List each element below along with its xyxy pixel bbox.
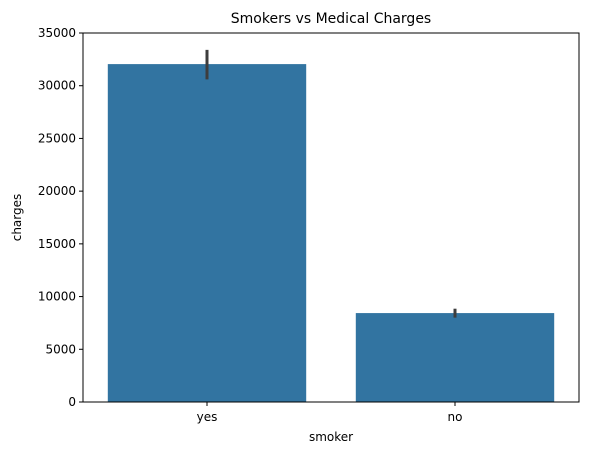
plot-frame [82, 32, 580, 403]
y-tick-label: 30000 [38, 79, 76, 93]
y-axis-ticks: 0 5000 10000 15000 20000 25000 30000 35000 [38, 26, 83, 409]
y-tick-label: 15000 [38, 237, 76, 251]
x-tick-label: no [448, 410, 463, 424]
y-tick-label: 25000 [38, 131, 76, 145]
x-tick-label: yes [197, 410, 218, 424]
bar-no [355, 313, 555, 402]
bar-yes [107, 64, 307, 402]
y-axis-label: charges [10, 194, 24, 242]
error-bars [205, 49, 457, 318]
x-axis-label: smoker [309, 430, 353, 444]
y-tick-label: 35000 [38, 26, 76, 40]
y-tick-label: 5000 [45, 342, 76, 356]
y-tick-label: 0 [68, 395, 76, 409]
chart-title: Smokers vs Medical Charges [231, 11, 431, 27]
x-axis-ticks: yes no [197, 402, 463, 424]
y-tick-label: 10000 [38, 290, 76, 304]
bars [107, 64, 555, 402]
y-tick-label: 20000 [38, 184, 76, 198]
